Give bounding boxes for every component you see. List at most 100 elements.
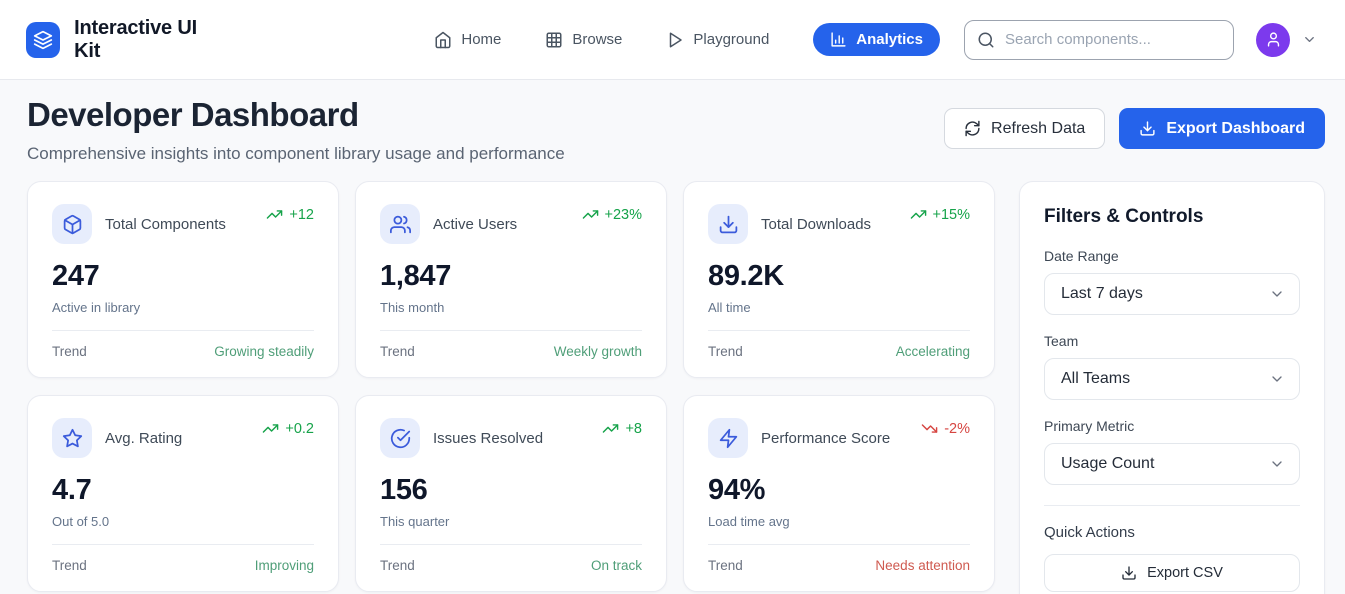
delta-value: -2% [944,420,970,437]
metric-value: 89.2K [708,260,784,292]
delta-badge: +12 [266,206,314,223]
search-icon [977,31,995,49]
metric-card-avg-rating: Avg. Rating +0.2 4.7 Out of 5.0 Trend Im… [27,395,339,592]
trend-label: Trend [52,344,87,359]
trending-up-icon [582,206,599,223]
navbar-right [964,19,1317,60]
search-input[interactable] [964,19,1234,60]
primary-metric-value: Usage Count [1061,455,1155,472]
package-icon [52,204,92,244]
trend-value: Growing steadily [214,344,314,359]
nav-label: Analytics [856,31,923,48]
metric-caption: This month [380,300,445,315]
metric-card-active-users: Active Users +23% 1,847 This month Trend… [355,181,667,378]
metric-caption: All time [708,300,751,315]
trend-label: Trend [52,558,87,573]
page-title: Developer Dashboard [27,96,359,133]
team-select[interactable]: All Teams [1044,358,1300,400]
delta-value: +0.2 [285,420,314,437]
metric-label: Total Components [105,215,226,233]
delta-badge: -2% [921,420,970,437]
page-subtitle: Comprehensive insights into component li… [27,144,565,163]
delta-value: +23% [604,206,643,223]
trend-label: Trend [708,558,743,573]
trend-value: Needs attention [875,558,970,573]
chevron-down-icon [1269,371,1285,387]
user-icon [1265,31,1282,48]
filters-title: Filters & Controls [1044,206,1204,227]
primary-metric-label: Primary Metric [1044,418,1135,434]
trend-label: Trend [380,558,415,573]
metric-value: 156 [380,474,428,506]
trending-up-icon [266,206,283,223]
trend-label: Trend [708,344,743,359]
metric-card-issues-resolved: Issues Resolved +8 156 This quarter Tren… [355,395,667,592]
refresh-data-button[interactable]: Refresh Data [944,108,1106,149]
metric-card-total-downloads: Total Downloads +15% 89.2K All time Tren… [683,181,995,378]
metric-caption: This quarter [380,514,450,529]
date-range-value: Last 7 days [1061,285,1143,302]
filters-panel: Filters & Controls Date Range Last 7 day… [1019,181,1325,594]
play-icon [666,31,684,49]
home-icon [434,31,452,49]
star-icon [52,418,92,458]
delta-value: +8 [625,420,642,437]
trend-value: Accelerating [895,344,970,359]
metric-card-total-components: Total Components +12 247 Active in libra… [27,181,339,378]
trending-up-icon [262,420,279,437]
delta-badge: +23% [582,206,643,223]
avatar[interactable] [1256,22,1290,57]
refresh-icon [964,120,981,137]
date-range-label: Date Range [1044,248,1119,264]
metric-value: 94% [708,474,766,506]
nav-item-analytics[interactable]: Analytics [813,23,940,56]
trending-up-icon [910,206,927,223]
download-icon [1139,120,1156,137]
nav-item-playground[interactable]: Playground [666,31,769,49]
trend-value: On track [590,558,642,573]
zap-icon [708,418,748,458]
trending-up-icon [602,420,619,437]
export-dashboard-button[interactable]: Export Dashboard [1119,108,1325,149]
users-icon [380,204,420,244]
metric-value: 1,847 [380,260,452,292]
team-label: Team [1044,333,1079,349]
metric-label: Issues Resolved [433,429,544,447]
check-circle-icon [380,418,420,458]
chevron-down-icon[interactable] [1302,32,1317,47]
export-csv-label: Export CSV [1147,565,1223,581]
nav-label: Playground [693,31,770,48]
metric-label: Total Downloads [761,215,872,233]
nav-label: Browse [572,31,623,48]
delta-value: +15% [932,206,971,223]
nav-item-home[interactable]: Home [434,31,501,49]
quick-actions-label: Quick Actions [1044,524,1135,541]
metric-label: Performance Score [761,429,891,447]
metric-cards-grid: Total Components +12 247 Active in libra… [27,181,995,592]
metric-value: 247 [52,260,100,292]
metric-caption: Out of 5.0 [52,514,110,529]
metric-caption: Load time avg [708,514,790,529]
trending-down-icon [921,420,938,437]
delta-badge: +0.2 [262,420,314,437]
chevron-down-icon [1269,286,1285,302]
primary-metric-select[interactable]: Usage Count [1044,443,1300,485]
nav-label: Home [461,31,502,48]
trend-value: Weekly growth [553,344,642,359]
grid-icon [545,31,563,49]
date-range-select[interactable]: Last 7 days [1044,273,1300,315]
brand-name: Interactive UI Kit [74,16,197,62]
delta-badge: +15% [910,206,971,223]
main-nav: Home Browse Playground Analytics [434,23,940,56]
download-icon [1121,565,1137,581]
metric-caption: Active in library [52,300,141,315]
export-label: Export Dashboard [1166,119,1305,137]
delta-badge: +8 [602,420,642,437]
brand[interactable]: Interactive UI Kit [26,17,220,63]
export-csv-button[interactable]: Export CSV [1044,554,1300,592]
refresh-label: Refresh Data [991,119,1086,137]
download-icon [708,204,748,244]
nav-item-browse[interactable]: Browse [545,31,622,49]
main-content: Total Components +12 247 Active in libra… [0,181,1345,594]
divider [1044,505,1300,506]
